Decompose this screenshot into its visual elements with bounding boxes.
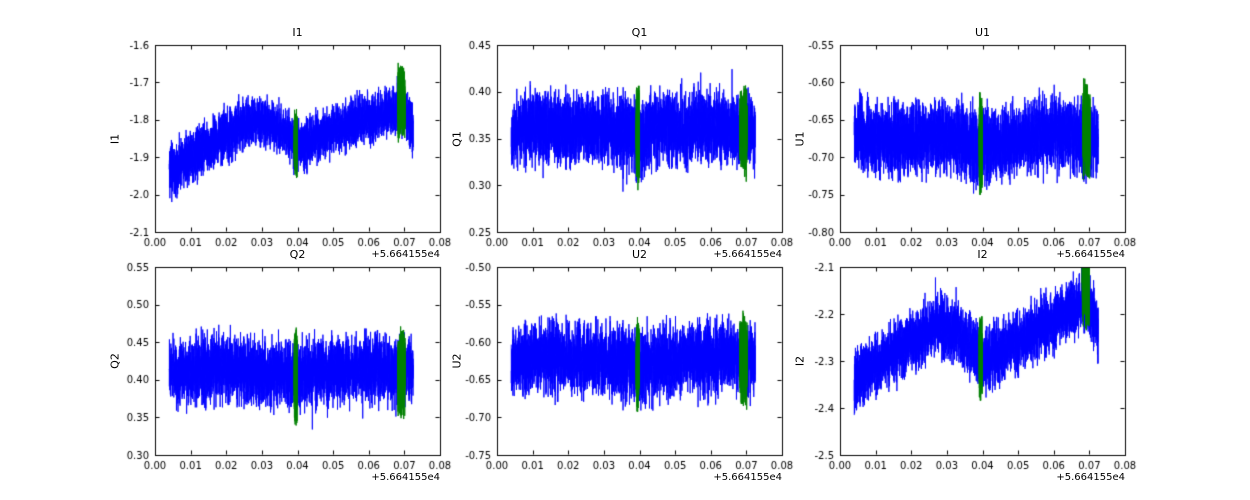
subplot-title-q2: Q2 [289,248,306,261]
x-axis-offset-label: +5.664155e4 [1056,249,1125,260]
subplot-title-i2: I2 [977,248,988,261]
y-axis-label-u2: U2 [450,353,464,369]
x-axis-offset-label: +5.664155e4 [1056,472,1125,483]
y-axis-label-q1: Q1 [450,130,464,147]
x-axis-offset-label: +5.664155e4 [713,249,782,260]
y-axis-label-i2: I2 [793,355,807,367]
subplot-title-i1: I1 [292,26,303,39]
y-axis-label-i1: I1 [108,133,122,144]
x-axis-offset-label: +5.664155e4 [371,249,440,260]
subplot-title-q1: Q1 [631,26,648,39]
subplot-title-u1: U1 [974,26,991,39]
x-axis-offset-label: +5.664155e4 [713,472,782,483]
x-axis-offset-label: +5.664155e4 [371,472,440,483]
y-axis-label-q2: Q2 [108,353,122,369]
y-axis-label-u1: U1 [793,130,807,147]
subplot-title-u2: U2 [631,248,648,261]
